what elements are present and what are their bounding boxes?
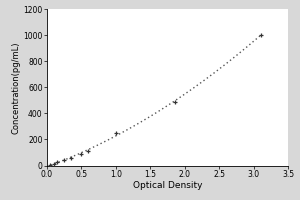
Y-axis label: Concentration(pg/mL): Concentration(pg/mL) bbox=[12, 41, 21, 134]
X-axis label: Optical Density: Optical Density bbox=[133, 181, 202, 190]
